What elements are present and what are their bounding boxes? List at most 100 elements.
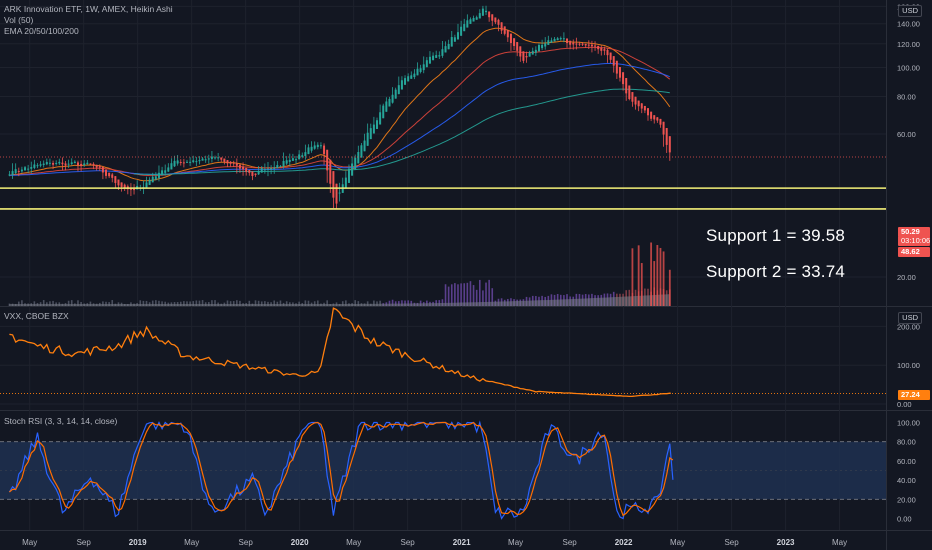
candle-body	[98, 166, 101, 168]
candle-body	[24, 167, 27, 171]
candle-body	[522, 51, 525, 61]
price-tick-label: 20.00	[897, 273, 916, 282]
main-currency-badge[interactable]: USD	[898, 5, 922, 17]
candle-body	[506, 30, 509, 38]
candle-body	[245, 167, 248, 172]
volume-bar	[304, 300, 307, 306]
price-pane[interactable]	[0, 5, 886, 306]
volume-bar	[401, 300, 403, 306]
volume-bar	[179, 301, 182, 306]
candle-body	[525, 55, 528, 58]
volume-bar	[77, 300, 79, 306]
candle-body	[659, 118, 662, 125]
stoch-rsi-tick-label: 0.00	[897, 514, 912, 523]
volume-bar	[379, 300, 381, 306]
volume-bar	[161, 301, 163, 306]
candle-body	[351, 163, 354, 176]
candle-body	[634, 96, 637, 105]
stoch-rsi-tick-label: 20.00	[897, 495, 916, 504]
volume-bar	[257, 300, 260, 306]
volume-bar	[239, 300, 241, 306]
volume-spike	[653, 261, 656, 306]
candle-body	[27, 168, 30, 170]
candle-body	[170, 163, 173, 170]
candle-body	[500, 22, 503, 31]
candle-body	[509, 33, 512, 44]
candle-body	[597, 45, 600, 50]
stoch-rsi-band	[0, 441, 886, 500]
candle-body	[625, 78, 628, 94]
volume-bar	[388, 300, 391, 306]
volume-bar	[192, 301, 195, 306]
candle-body	[360, 145, 363, 158]
candle-body	[453, 37, 456, 42]
candle-body	[422, 64, 425, 71]
candle-body	[133, 188, 136, 191]
time-axis-label: 2023	[777, 538, 795, 547]
candle-body	[662, 121, 665, 135]
stoch-rsi-k-line	[8, 420, 674, 520]
candle-body	[257, 170, 260, 175]
vxx-currency-badge[interactable]: USD	[898, 312, 922, 324]
candle-body	[612, 56, 615, 66]
vxx-pane[interactable]	[0, 307, 886, 398]
volume-bar	[226, 300, 229, 306]
candle-body	[469, 19, 472, 24]
candle-body	[301, 155, 304, 157]
volume-bar	[407, 300, 409, 306]
candle-body	[176, 160, 179, 164]
volume-spike	[662, 251, 665, 306]
candle-body	[410, 75, 413, 79]
candle-body	[382, 105, 385, 119]
volume-bar	[102, 301, 104, 306]
candle-body	[584, 43, 587, 46]
candle-body	[419, 68, 422, 72]
volume-bar	[151, 300, 154, 306]
candle-body	[89, 163, 92, 165]
volume-bar	[232, 301, 235, 306]
candle-body	[285, 160, 288, 164]
candle-body	[622, 72, 625, 85]
volume-bar	[267, 301, 269, 306]
candle-body	[447, 43, 450, 50]
candle-body	[394, 89, 397, 99]
time-axis-label: May	[508, 538, 523, 547]
volume-bar	[279, 300, 282, 306]
volume-bar	[70, 300, 73, 306]
candle-body	[338, 192, 341, 194]
candle-body	[214, 157, 217, 159]
volume-bar	[398, 301, 400, 306]
candle-body	[497, 19, 500, 25]
candle-body	[67, 163, 70, 165]
candle-body	[95, 164, 98, 168]
volume-bar	[49, 301, 51, 306]
candle-body	[656, 117, 659, 121]
candle-body	[553, 38, 556, 42]
candle-body	[323, 145, 326, 155]
candle-body	[316, 144, 319, 148]
support-2-label: Support 2 = 33.74	[706, 262, 846, 281]
volume-bar	[441, 299, 444, 306]
candle-body	[332, 171, 335, 198]
stoch-rsi-d-line	[9, 421, 674, 517]
volume-bar	[285, 301, 288, 306]
candle-body	[326, 149, 329, 171]
time-axis-label: May	[832, 538, 847, 547]
candle-body	[270, 168, 273, 170]
candle-body	[531, 50, 534, 55]
time-axis-label: 2021	[453, 538, 471, 547]
ema-50-line	[9, 46, 671, 177]
candle-body	[450, 37, 453, 47]
volume-bar	[478, 279, 481, 306]
candle-body	[329, 159, 332, 184]
candle-body	[189, 161, 192, 163]
stoch-rsi-pane[interactable]	[0, 420, 886, 520]
candle-body	[145, 182, 148, 188]
volume-bar	[198, 300, 201, 306]
candle-body	[397, 85, 400, 95]
volume-bar	[410, 300, 413, 306]
countdown-tag: 03:10:06	[898, 236, 930, 246]
volume-bar	[454, 283, 456, 306]
volume-bar	[357, 301, 360, 306]
